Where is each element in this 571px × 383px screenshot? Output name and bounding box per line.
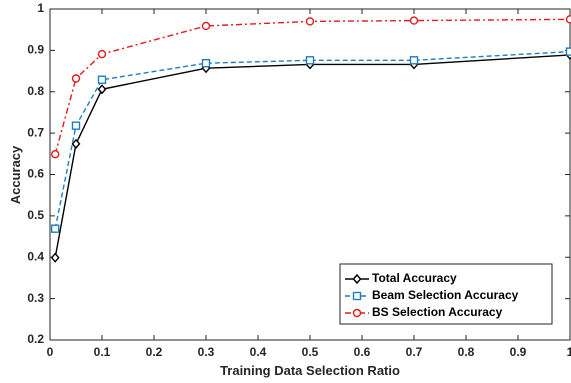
- x-tick-label: 0.7: [406, 345, 423, 359]
- y-tick-label: 0.6: [27, 167, 44, 181]
- series-bs-selection-accuracy: [51, 15, 571, 159]
- data-point: [97, 84, 107, 95]
- series-beam-selection-accuracy: [51, 47, 571, 233]
- data-point: [409, 56, 419, 65]
- x-tick-label: 0.5: [302, 345, 319, 359]
- x-axis-label: Training Data Selection Ratio: [220, 363, 400, 378]
- legend-sample-total-accuracy: [345, 273, 369, 285]
- legend-label-bs-selection-accuracy: BS Selection Accuracy: [372, 305, 503, 319]
- legend-entry-beam-selection-accuracy: Beam Selection Accuracy: [345, 288, 519, 302]
- data-point: [565, 47, 571, 56]
- data-point: [51, 224, 60, 233]
- legend-sample-beam-selection-accuracy: [345, 291, 369, 301]
- y-tick-label: 0.9: [27, 43, 44, 57]
- legend-marker: [352, 308, 362, 318]
- x-tick-label: 0.6: [354, 345, 371, 359]
- data-point: [71, 138, 81, 149]
- legend-label-total-accuracy: Total Accuracy: [372, 271, 457, 285]
- x-tick-label: 0.4: [250, 345, 267, 359]
- y-tick-label: 0.4: [27, 249, 44, 263]
- legend-marker: [352, 291, 362, 301]
- data-point: [97, 75, 107, 84]
- data-point: [565, 15, 571, 24]
- data-point: [71, 121, 81, 130]
- x-tick-label: 0.9: [510, 345, 527, 359]
- data-point: [409, 16, 419, 25]
- y-tick-label: 0.2: [27, 332, 44, 346]
- legend-label-beam-selection-accuracy: Beam Selection Accuracy: [372, 288, 519, 302]
- x-tick-label: 0.8: [458, 345, 475, 359]
- legend-entry-bs-selection-accuracy: BS Selection Accuracy: [345, 305, 503, 319]
- y-axis-label: Accuracy: [8, 145, 23, 204]
- x-axis-ticks: 0 0.1 0.2 0.3 0.4 0.5 0.6 0.7 0.8 0.9 1: [47, 9, 571, 359]
- data-point: [201, 59, 211, 68]
- legend-marker: [352, 273, 362, 285]
- x-tick-label: 0: [47, 345, 54, 359]
- data-point: [71, 74, 81, 83]
- data-point: [50, 252, 60, 263]
- data-point: [51, 150, 60, 159]
- x-tick-label: 1: [567, 345, 571, 359]
- data-point: [305, 56, 315, 65]
- y-tick-label: 1: [37, 1, 44, 15]
- data-point: [201, 21, 211, 31]
- legend-entry-total-accuracy: Total Accuracy: [345, 271, 457, 285]
- y-tick-label: 0.5: [27, 208, 44, 222]
- data-point: [305, 17, 315, 26]
- y-axis-ticks: 0.2 0.3 0.4 0.5 0.6 0.7 0.8 0.9 1: [27, 1, 570, 346]
- y-tick-label: 0.8: [27, 84, 44, 98]
- legend-box: [339, 263, 553, 325]
- y-tick-label: 0.3: [27, 291, 44, 305]
- x-tick-label: 0.1: [94, 345, 111, 359]
- series-layer: [50, 15, 571, 263]
- y-tick-label: 0.7: [27, 125, 44, 139]
- x-tick-label: 0.2: [146, 345, 163, 359]
- legend: Total Accuracy Beam Selection Accuracy B…: [339, 263, 553, 325]
- data-point: [97, 49, 107, 59]
- legend-sample-bs-selection-accuracy: [345, 308, 369, 318]
- x-tick-label: 0.3: [198, 345, 215, 359]
